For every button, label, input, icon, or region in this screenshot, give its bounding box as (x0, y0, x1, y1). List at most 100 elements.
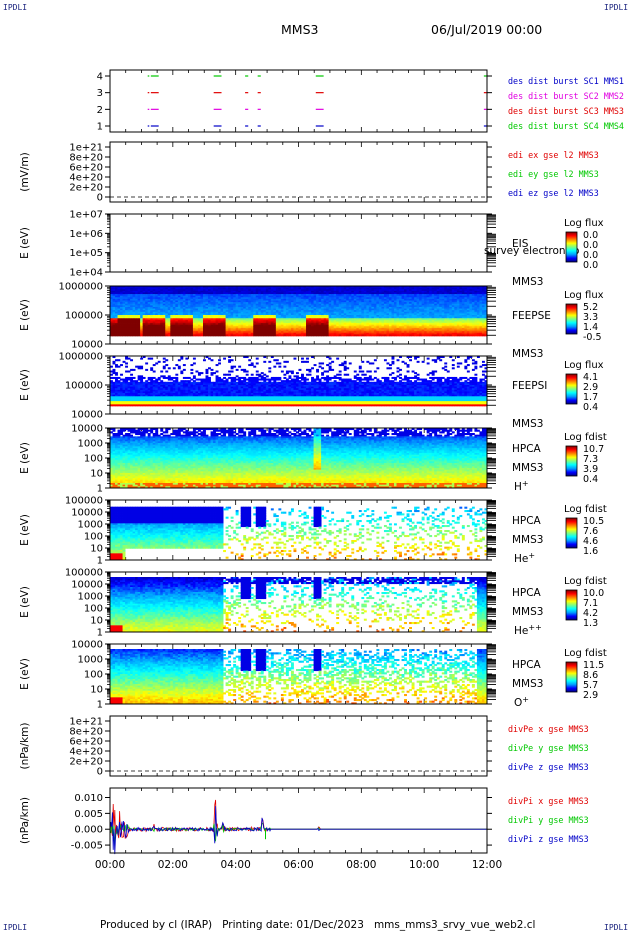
x-tick-label: 12:00 (472, 859, 502, 871)
species-label-hpca_o: O+ (514, 695, 529, 709)
y-tick-label-divpi: -0.005 (71, 841, 103, 852)
legend-entry-burst: des dist burst SC3 MMS3 (508, 106, 624, 116)
y-tick-label-hpca_he: 100000 (65, 496, 103, 507)
spectrogram-hpca_h (110, 428, 487, 488)
species-label-eis: survey electron to (484, 245, 579, 257)
panel-frame (110, 788, 487, 853)
y-tick-label-hpca_o: 1 (97, 700, 103, 711)
y-tick-label-burst: 1 (97, 122, 103, 133)
sc-label-hpca_he: MMS3 (512, 534, 543, 546)
y-tick-label-hpca_he: 10 (90, 544, 103, 555)
spectrogram-hpca_o (110, 649, 487, 704)
footer-produced-by: Produced by cl (IRAP) (100, 919, 212, 931)
y-tick-label-hpca_o: 1000 (78, 655, 103, 666)
legend-entry-divpi: divPi z gse MMS3 (508, 834, 589, 844)
y-tick-label-hpca_he: 1000 (78, 520, 103, 531)
y-axis-label-hpca_hepp: E (eV) (19, 586, 31, 618)
sc-label-hpca_o: MMS3 (512, 678, 543, 690)
y-tick-label-hpca_he: 1 (97, 556, 103, 567)
legend-entry-divpi: divPi y gse MMS3 (508, 815, 589, 825)
colorbar-tick-feepse: -0.5 (583, 332, 602, 343)
y-tick-label-feepse: 10000 (71, 340, 103, 351)
legend-entry-burst: des dist burst SC2 MMS2 (508, 91, 624, 101)
sc-label-eis: MMS3 (512, 276, 543, 288)
colorbar-title-hpca_hepp: Log fdist (564, 576, 607, 587)
instrument-label-hpca_o: HPCA (512, 659, 542, 671)
species-label-hpca_h: H+ (514, 479, 529, 493)
x-tick-label: 08:00 (346, 859, 376, 871)
x-tick-label: 02:00 (158, 859, 188, 871)
colorbar-title-hpca_he: Log fdist (564, 504, 607, 515)
colorbar-tick-eis: 0.0 (583, 260, 598, 271)
colorbar-title-feepsi: Log flux (564, 360, 604, 371)
y-tick-label-hpca_hepp: 100000 (65, 568, 103, 579)
colorbar-tick-hpca_h: 0.4 (583, 474, 598, 485)
y-tick-label-hpca_hepp: 1000 (78, 592, 103, 603)
y-tick-label-feepsi: 1000000 (58, 352, 103, 363)
colorbar-tick-hpca_he: 1.6 (583, 546, 598, 557)
y-tick-label-hpca_h: 100 (84, 454, 103, 465)
instrument-label-hpca_he: HPCA (512, 515, 542, 527)
y-tick-label-hpca_hepp: 10 (90, 616, 103, 627)
colorbar-feepsi (566, 374, 577, 404)
colorbar-feepse (566, 304, 577, 334)
legend-entry-divpe: divPe y gse MMS3 (508, 743, 589, 753)
legend-entry-divpe: divPe z gse MMS3 (508, 762, 589, 772)
spectrogram-feepse (110, 286, 487, 336)
legend-entry-edi: edi ez gse l2 MMS3 (508, 188, 599, 198)
y-tick-label-hpca_h: 1000 (78, 439, 103, 450)
legend-entry-burst: des dist burst SC4 MMS4 (508, 121, 624, 131)
y-tick-label-eis: 1e+05 (69, 248, 103, 259)
colorbar-title-feepse: Log flux (564, 290, 604, 301)
y-tick-label-divpi: 0.005 (74, 809, 103, 820)
colorbar-title-hpca_o: Log fdist (564, 648, 607, 659)
colorbar-eis (566, 232, 577, 262)
spectrogram-hpca_hepp (110, 577, 487, 632)
x-tick-label: 04:00 (221, 859, 251, 871)
y-tick-label-hpca_h: 10000 (71, 424, 103, 435)
y-tick-label-hpca_h: 10 (90, 469, 103, 480)
instrument-label-feepsi: FEEPSI (512, 380, 547, 392)
x-tick-label: 06:00 (283, 859, 313, 871)
y-axis-label-feepse: E (eV) (19, 299, 31, 331)
y-tick-label-hpca_hepp: 1 (97, 628, 103, 639)
y-axis-label-hpca_o: E (eV) (19, 658, 31, 690)
instrument-label-hpca_hepp: HPCA (512, 587, 542, 599)
y-tick-label-divpe: 0 (97, 767, 103, 778)
panel-frame (110, 716, 487, 776)
series-line-divpi (110, 823, 487, 845)
species-label-hpca_he: He+ (514, 551, 535, 565)
colorbar-hpca_o (566, 662, 577, 692)
y-axis-label-hpca_he: E (eV) (19, 514, 31, 546)
y-tick-label-eis: 1e+06 (69, 229, 103, 240)
colorbar-tick-hpca_hepp: 1.3 (583, 618, 598, 629)
series-line-divpi (110, 806, 487, 854)
y-tick-label-hpca_hepp: 10000 (71, 580, 103, 591)
footer-file: mms_mms3_srvy_vue_web2.cl (374, 919, 536, 931)
panel-frame (110, 70, 487, 132)
instrument-label-hpca_h: HPCA (512, 443, 542, 455)
sc-label-hpca_h: MMS3 (512, 462, 543, 474)
spectrogram-feepsi (110, 356, 487, 406)
panel-frame (110, 142, 487, 202)
y-axis-label-edi: (mV/m) (19, 152, 31, 191)
instrument-label-feepse: FEEPSE (512, 310, 551, 322)
colorbar-hpca_hepp (566, 590, 577, 620)
panel-frame (110, 214, 487, 272)
spectrogram-hpca_he (110, 507, 487, 561)
series-line-divpi (110, 800, 487, 839)
y-tick-label-hpca_o: 10 (90, 685, 103, 696)
y-tick-label-edi: 0 (97, 193, 103, 204)
species-label-hpca_hepp: He++ (514, 623, 542, 637)
legend-entry-burst: des dist burst SC1 MMS1 (508, 76, 624, 86)
y-tick-label-feepse: 1000000 (58, 282, 103, 293)
colorbar-title-eis: Log flux (564, 218, 604, 229)
